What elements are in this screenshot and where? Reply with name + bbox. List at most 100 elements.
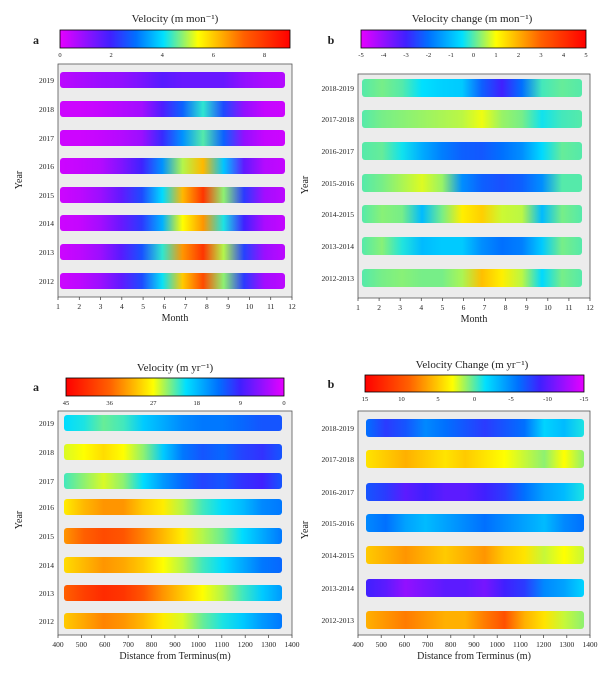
x-tick-label: 1 — [356, 303, 360, 312]
heatmap-row — [362, 174, 582, 192]
row-label: 2015 — [39, 191, 54, 200]
heatmap-row — [60, 158, 285, 174]
colorbar-tick-label: 3 — [539, 52, 542, 59]
x-axis-title: Month — [162, 313, 189, 324]
x-tick-label: 3 — [398, 303, 402, 312]
panel-label: a — [33, 33, 39, 47]
row-label: 2016-2017 — [322, 488, 355, 497]
row-label: 2012-2013 — [322, 274, 355, 283]
x-tick-label: 700 — [123, 640, 135, 649]
panel-2: Velocity (m yr⁻¹) a 45 36 27 18 9 0 2019 2018 2017… — [14, 362, 300, 662]
colorbar-tick-label: -5 — [508, 396, 513, 403]
heatmap-row — [64, 585, 282, 601]
x-tick-label: 12 — [586, 303, 594, 312]
x-tick-label: 3 — [99, 302, 103, 311]
x-tick-label: 600 — [99, 640, 111, 649]
heatmap-row — [362, 237, 582, 255]
colorbar-tick-label: -1 — [448, 52, 453, 59]
panel-label: b — [328, 377, 335, 391]
colorbar-tick-label: 27 — [150, 400, 157, 407]
x-tick-label: 12 — [288, 302, 296, 311]
colorbar-tick-label: 0 — [472, 52, 475, 59]
colorbar-tick-label: 5 — [584, 52, 587, 59]
row-label: 2018-2019 — [322, 84, 355, 93]
heatmap-row — [362, 269, 582, 287]
x-tick-label: 1200 — [536, 640, 551, 649]
x-axis-title: Distance from Terminus(m) — [119, 651, 230, 662]
x-tick-label: 6 — [162, 302, 166, 311]
heatmap-row — [60, 130, 285, 146]
panel-label: a — [33, 380, 39, 394]
heatmap-row — [366, 514, 584, 532]
heatmap-row — [60, 101, 285, 117]
x-tick-label: 900 — [468, 640, 480, 649]
x-tick-label: 1400 — [285, 640, 300, 649]
panel-3: Velocity Change (m yr⁻¹) b 15 10 5 0 -5 -10 -15 2… — [300, 359, 598, 662]
colorbar-tick-label: -5 — [358, 52, 363, 59]
x-tick-label: 1300 — [261, 640, 276, 649]
colorbar-tick-label: 10 — [398, 396, 405, 403]
colorbar-tick-label: 0 — [58, 52, 61, 59]
row-label: 2014 — [39, 561, 54, 570]
x-tick-label: 10 — [246, 302, 254, 311]
colorbar-tick-label: 0 — [282, 400, 285, 407]
x-axis-title: Distance from Terminus (m) — [417, 651, 531, 662]
x-tick-label: 11 — [565, 303, 572, 312]
row-label: 2018-2019 — [322, 424, 355, 433]
row-label: 2012 — [39, 277, 54, 286]
row-label: 2017-2018 — [322, 455, 355, 464]
x-tick-label: 2 — [77, 302, 81, 311]
x-tick-label: 5 — [141, 302, 145, 311]
heatmap-row — [64, 528, 282, 544]
row-label: 2013 — [39, 248, 54, 257]
colorbar-tick-label: -3 — [403, 52, 408, 59]
row-label: 2019 — [39, 419, 54, 428]
panel-title: Velocity (m yr⁻¹) — [137, 362, 214, 374]
row-label: 2015 — [39, 532, 54, 541]
row-label: 2016 — [39, 503, 54, 512]
row-label: 2014 — [39, 219, 54, 228]
row-label: 2018 — [39, 105, 54, 114]
panel-label: b — [328, 33, 335, 47]
x-tick-label: 5 — [440, 303, 444, 312]
colorbar-tick-label: 36 — [106, 400, 113, 407]
colorbar-tick-label: 2 — [517, 52, 520, 59]
x-tick-label: 1100 — [513, 640, 528, 649]
colorbar-tick-label: 9 — [239, 400, 242, 407]
colorbar — [65, 377, 285, 397]
x-tick-label: 700 — [422, 640, 434, 649]
row-label: 2013 — [39, 589, 54, 598]
x-tick-label: 7 — [184, 302, 188, 311]
x-tick-label: 600 — [399, 640, 411, 649]
heatmap-row — [362, 205, 582, 223]
row-label: 2016-2017 — [322, 147, 355, 156]
colorbar-tick-label: -4 — [381, 52, 387, 59]
x-tick-label: 1000 — [490, 640, 505, 649]
y-axis-title: Year — [14, 510, 25, 529]
row-label: 2016 — [39, 162, 54, 171]
x-tick-label: 1 — [56, 302, 60, 311]
colorbar-tick-label: 5 — [436, 396, 439, 403]
row-label: 2017 — [39, 134, 54, 143]
row-label: 2013-2014 — [322, 584, 355, 593]
colorbar-tick-label: 4 — [161, 52, 165, 59]
heatmap-row — [64, 473, 282, 489]
x-tick-label: 500 — [76, 640, 88, 649]
x-tick-label: 6 — [462, 303, 466, 312]
x-tick-label: 4 — [120, 302, 124, 311]
row-label: 2017-2018 — [322, 115, 355, 124]
x-tick-label: 1000 — [191, 640, 206, 649]
colorbar-tick-label: 0 — [473, 396, 476, 403]
x-tick-label: 7 — [483, 303, 487, 312]
colorbar-tick-label: -10 — [543, 396, 552, 403]
panel-0: Velocity (m mon⁻¹) a 0 2 4 6 8 2019 2018 2017 2016… — [14, 13, 296, 324]
x-tick-label: 11 — [267, 302, 274, 311]
colorbar — [360, 29, 587, 49]
colorbar-tick-label: 45 — [63, 400, 70, 407]
colorbar-tick-label: 8 — [263, 52, 266, 59]
y-axis-title: Year — [300, 520, 311, 539]
row-label: 2017 — [39, 477, 54, 486]
row-label: 2012 — [39, 617, 54, 626]
colorbar-tick-label: 6 — [212, 52, 216, 59]
heatmap-row — [64, 557, 282, 573]
